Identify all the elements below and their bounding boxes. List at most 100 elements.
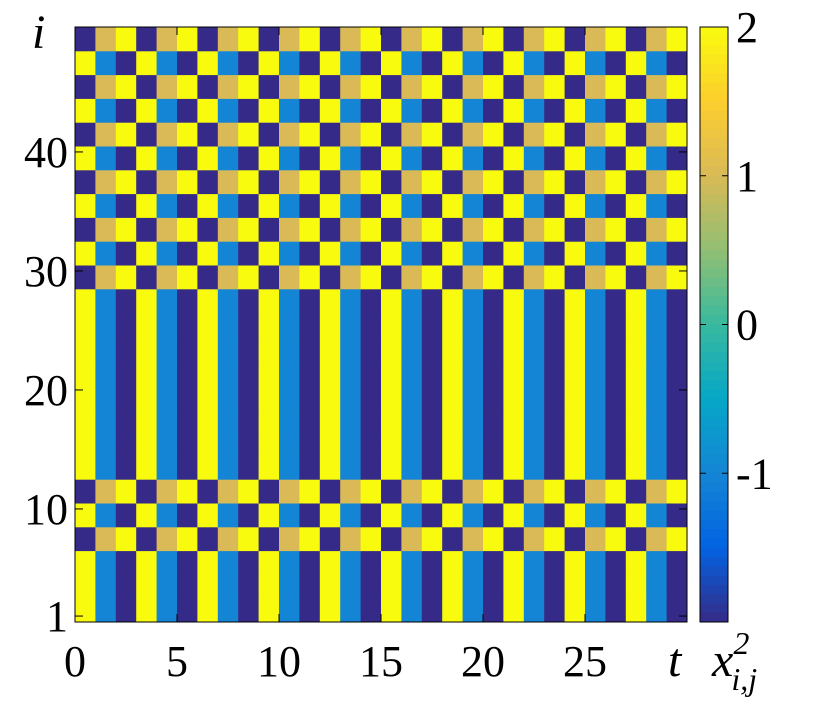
colorbar-label: x2 i,j xyxy=(711,625,757,697)
colorbar-label-sup: 2 xyxy=(733,625,749,661)
cell xyxy=(666,336,688,361)
cell xyxy=(483,360,504,385)
cell xyxy=(462,336,484,361)
cell xyxy=(646,526,668,552)
cell xyxy=(401,27,423,52)
cell xyxy=(258,265,280,290)
cell xyxy=(75,146,96,171)
cell xyxy=(177,122,198,147)
cell xyxy=(319,288,341,314)
y-tick-label: 30 xyxy=(24,247,68,296)
colorbar-step xyxy=(700,166,728,177)
cell xyxy=(421,407,443,433)
cell xyxy=(585,50,606,76)
cell xyxy=(503,526,525,552)
cell xyxy=(585,407,606,433)
cell xyxy=(319,74,341,99)
cell xyxy=(381,27,402,52)
cell xyxy=(136,265,158,290)
cell xyxy=(319,169,341,195)
cell xyxy=(381,312,402,337)
cell xyxy=(319,360,341,385)
cell xyxy=(217,336,239,361)
cell xyxy=(421,479,443,504)
cell xyxy=(75,550,96,575)
cell xyxy=(381,122,402,147)
cell xyxy=(544,146,566,171)
cell xyxy=(75,407,96,433)
cell xyxy=(360,431,382,456)
colorbar-step xyxy=(700,315,728,325)
cell xyxy=(136,98,158,123)
cell xyxy=(544,122,566,147)
cell xyxy=(442,360,464,385)
cell xyxy=(503,98,525,123)
cell xyxy=(442,288,464,314)
cell xyxy=(523,265,545,290)
cell xyxy=(238,503,260,528)
cell xyxy=(523,217,545,242)
cell xyxy=(197,241,219,266)
cell xyxy=(299,598,321,623)
cell xyxy=(564,98,586,123)
cell xyxy=(585,384,606,409)
cell xyxy=(462,455,484,480)
cell xyxy=(605,479,627,504)
cell xyxy=(421,550,443,575)
cell xyxy=(238,288,260,314)
cell xyxy=(156,50,178,76)
cell xyxy=(115,241,137,266)
colorbar-step xyxy=(700,36,728,47)
cell xyxy=(136,193,158,218)
cell xyxy=(544,312,566,337)
cell xyxy=(646,503,668,528)
cell xyxy=(279,27,300,52)
cell xyxy=(625,193,647,218)
cell xyxy=(258,431,280,456)
cell xyxy=(483,431,504,456)
cell xyxy=(299,431,321,456)
colorbar-step xyxy=(700,612,728,623)
colorbar-step xyxy=(700,408,728,418)
cell xyxy=(238,169,260,195)
cell xyxy=(503,312,525,337)
cell xyxy=(381,241,402,266)
cell xyxy=(401,146,423,171)
cell xyxy=(156,265,178,290)
cell xyxy=(483,384,504,409)
cell xyxy=(136,503,158,528)
cell xyxy=(95,74,117,99)
cell xyxy=(483,98,504,123)
cell xyxy=(421,574,443,599)
cell xyxy=(523,455,545,480)
cell xyxy=(381,217,402,242)
cell xyxy=(585,598,606,623)
cell xyxy=(503,193,525,218)
y-tick-label: 40 xyxy=(24,128,68,177)
cell xyxy=(503,27,525,52)
cell xyxy=(279,384,300,409)
colorbar-tick-label: 1 xyxy=(736,152,758,201)
cell xyxy=(217,503,239,528)
cell xyxy=(523,241,545,266)
cell xyxy=(136,360,158,385)
cell xyxy=(421,526,443,552)
cell xyxy=(217,27,239,52)
cell xyxy=(156,455,178,480)
cell xyxy=(238,455,260,480)
cell xyxy=(585,431,606,456)
cell xyxy=(421,146,443,171)
cell xyxy=(95,503,117,528)
cell xyxy=(177,407,198,433)
cell xyxy=(279,598,300,623)
colorbar-step xyxy=(700,417,728,428)
cell xyxy=(605,526,627,552)
cell xyxy=(585,122,606,147)
cell xyxy=(381,360,402,385)
cell xyxy=(605,217,627,242)
cell xyxy=(95,550,117,575)
cell xyxy=(503,265,525,290)
cell xyxy=(462,193,484,218)
cell xyxy=(646,312,668,337)
cell xyxy=(625,122,647,147)
